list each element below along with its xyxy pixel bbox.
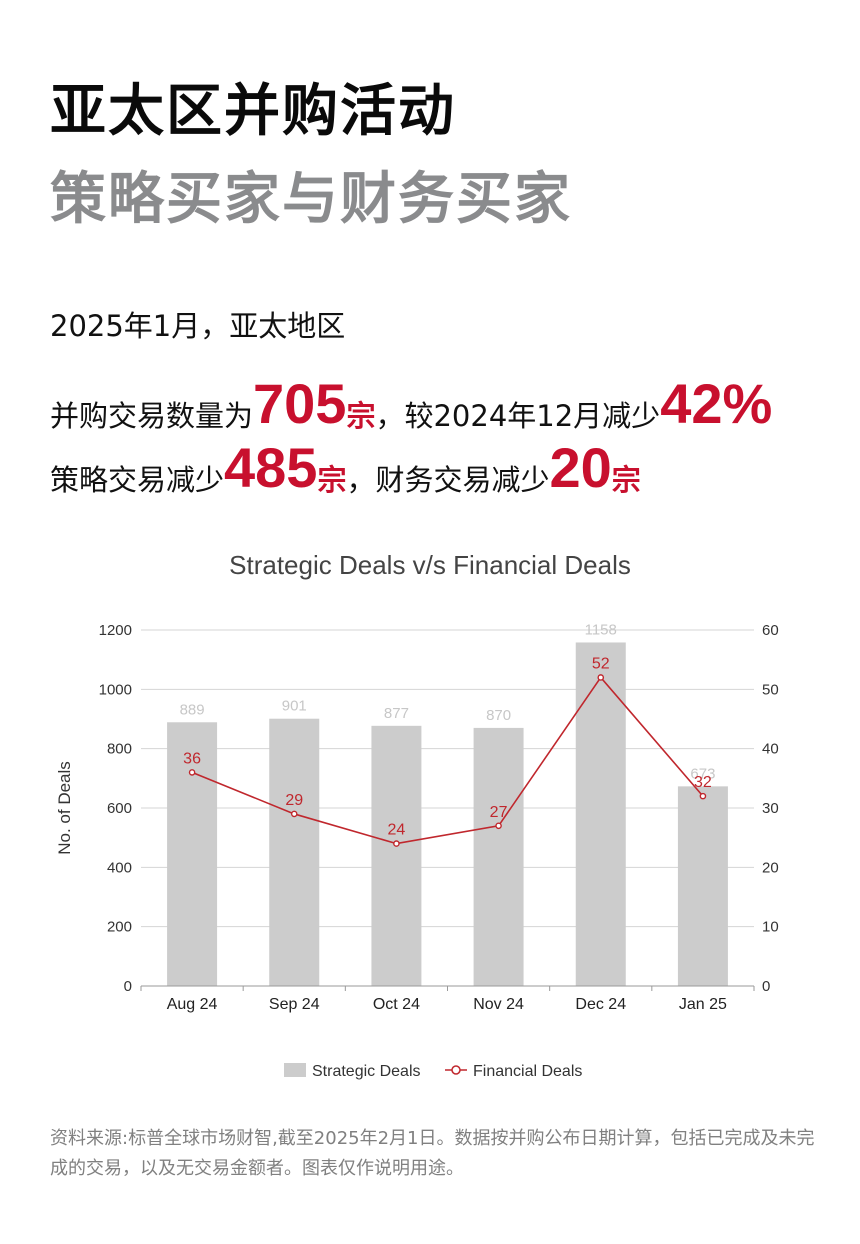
legend-swatch-financial-marker (451, 1065, 461, 1075)
total-deals-number: 705 (253, 372, 347, 435)
y-tick-label: 200 (107, 919, 132, 936)
summary-line-2: 并购交易数量为 705 宗，较2024年12月减少 42% (50, 368, 850, 435)
bar-data-label: 877 (384, 705, 409, 722)
y2-tick-label: 60 (762, 622, 779, 639)
line-point-financial (393, 840, 400, 847)
line-data-label: 32 (694, 774, 712, 791)
bar-data-label: 1158 (585, 621, 617, 638)
x-tick-label: Nov 24 (473, 996, 524, 1013)
legend-swatch-strategic (284, 1063, 306, 1077)
line-point-financial (188, 769, 196, 776)
y-tick-label: 800 (107, 741, 132, 758)
y-tick-label: 1200 (99, 622, 132, 639)
y-tick-label: 600 (107, 800, 132, 817)
summary-line3-middle: ，财务交易减少 (346, 463, 550, 497)
y-tick-label: 0 (124, 978, 132, 995)
line-financial (191, 676, 704, 845)
y-tick-label: 1000 (99, 681, 132, 698)
x-tick-label: Oct 24 (373, 996, 420, 1013)
bar-strategic (269, 718, 320, 986)
summary-block: 2025年1月，亚太地区 并购交易数量为 705 宗，较2024年12月减少 42% … (50, 306, 850, 496)
line-data-label: 27 (490, 804, 508, 821)
legend-label-financial: Financial Deals (473, 1063, 582, 1080)
y2-tick-label: 30 (762, 800, 779, 817)
chart-title: Strategic Deals v/s Financial Deals (229, 550, 631, 580)
bar-strategic (371, 725, 422, 986)
summary-line3-prefix: 策略交易减少 (50, 463, 225, 497)
x-tick-label: Jan 25 (679, 996, 727, 1013)
line-point-financial (290, 810, 298, 818)
line-data-label: 29 (285, 792, 303, 809)
y2-tick-label: 20 (762, 859, 779, 876)
strategic-decline-number: 485 (224, 436, 318, 499)
chart-container: Strategic Deals v/s Financial Deals 0 200 4… (0, 540, 860, 1100)
bar-strategic (575, 642, 626, 986)
page-title: 亚太区并购活动 (50, 79, 456, 144)
x-tick-label: Aug 24 (167, 996, 218, 1013)
bar-data-label: 889 (180, 701, 205, 718)
y-tick-label: 400 (107, 859, 132, 876)
y2-tick-label: 0 (762, 978, 770, 995)
financial-decline-unit: 宗 (611, 463, 641, 497)
bar-strategic (167, 722, 218, 986)
financial-decline-number: 20 (549, 436, 612, 499)
y2-tick-label: 10 (762, 919, 779, 936)
summary-line-3: 策略交易减少 485 宗，财务交易减少 20 宗 (50, 432, 850, 499)
bar-data-label: 870 (486, 707, 511, 724)
page-subtitle: 策略买家与财务买家 (50, 167, 572, 232)
bar-strategic (677, 786, 728, 986)
line-data-label: 24 (388, 822, 406, 839)
x-tick-label: Dec 24 (575, 996, 626, 1013)
x-tick-label: Sep 24 (269, 996, 320, 1013)
line-point-financial (699, 792, 707, 800)
line-point-financial (495, 822, 502, 830)
total-deals-unit: 宗 (346, 399, 376, 433)
y2-tick-label: 40 (762, 741, 779, 758)
decline-percent: 42% (660, 372, 773, 435)
deals-chart: Strategic Deals v/s Financial Deals02004… (55, 550, 779, 1080)
summary-line2-prefix: 并购交易数量为 (50, 399, 254, 433)
legend-label-strategic: Strategic Deals (312, 1063, 421, 1080)
summary-line2-middle: ，较2024年12月减少 (375, 399, 661, 433)
y-axis-label: No. of Deals (55, 761, 74, 855)
source-footnote: 资料来源:标普全球市场财智,截至2025年2月1日。数据按并购公布日期计算，包括… (50, 1128, 815, 1179)
bar-data-label: 673 (690, 765, 715, 782)
line-point-financial (597, 674, 605, 681)
line-data-label: 52 (592, 655, 610, 672)
line-data-label: 36 (183, 750, 201, 767)
bar-data-label: 901 (282, 698, 307, 715)
strategic-decline-unit: 宗 (317, 463, 347, 497)
summary-line-1: 2025年1月，亚太地区 (50, 309, 346, 343)
bar-strategic (473, 727, 524, 986)
y2-tick-label: 50 (762, 681, 779, 698)
